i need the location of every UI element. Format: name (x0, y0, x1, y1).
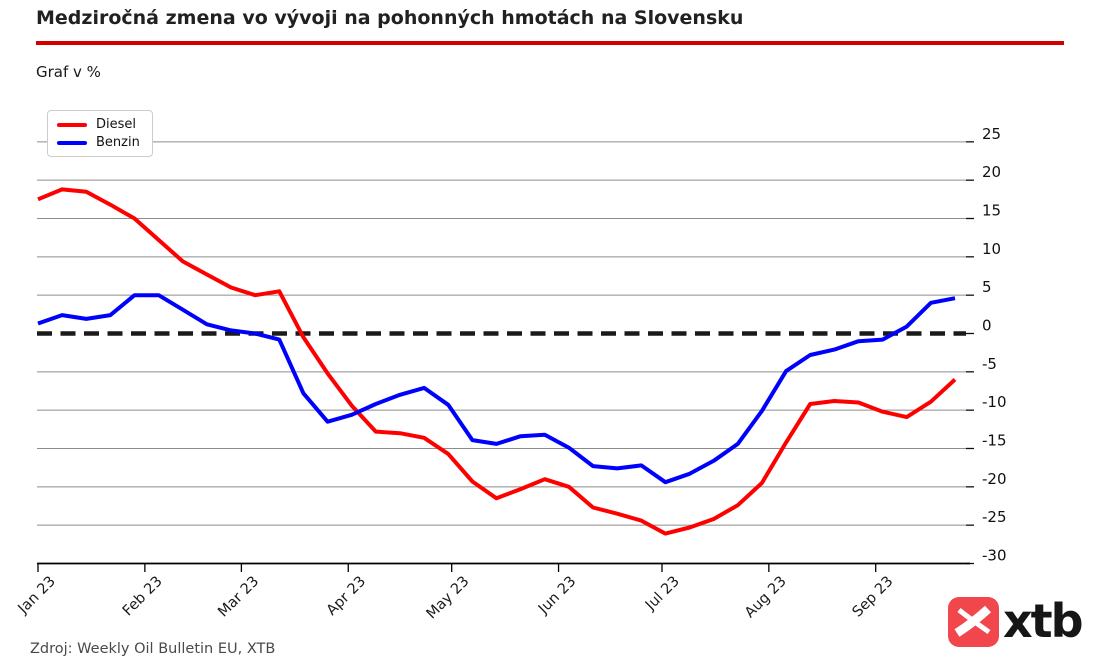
y-tick-label: 25 (982, 125, 1001, 143)
x-tick-label: Feb 23 (120, 574, 166, 620)
x-tick-label: Mar 23 (215, 574, 262, 621)
benzin-line (37, 293, 956, 485)
y-tick-label: -30 (982, 546, 1007, 564)
diesel-line (37, 187, 957, 536)
y-tick-label: 5 (982, 278, 992, 296)
legend-item-benzin: Benzin (57, 136, 140, 149)
legend-label-benzin: Benzin (96, 135, 140, 150)
y-tick-label: -5 (982, 355, 997, 373)
x-tick-label: Apr 23 (324, 574, 369, 619)
chart-subtitle: Graf v % (36, 63, 101, 81)
chart-legend: Diesel Benzin (47, 110, 153, 157)
y-tick-label: 15 (982, 202, 1001, 220)
title-accent-rule (36, 41, 1064, 45)
x-tick-label: Aug 23 (742, 574, 790, 622)
x-tick-label: May 23 (424, 574, 473, 623)
xtb-logo: xtb (948, 597, 1088, 653)
y-tick-label: -10 (982, 393, 1007, 411)
y-tick-label: -15 (982, 431, 1007, 449)
y-tick-label: 0 (982, 317, 992, 335)
y-tick-label: 10 (982, 240, 1001, 258)
legend-label-diesel: Diesel (96, 117, 137, 132)
diesel-line-swatch (57, 122, 87, 127)
xtb-x-icon (948, 597, 999, 647)
x-tick-label: Sep 23 (850, 574, 897, 621)
source-note: Zdroj: Weekly Oil Bulletin EU, XTB (30, 641, 276, 657)
page-title: Medziročná zmena vo vývoji na pohonných … (36, 7, 744, 29)
y-tick-label: 20 (982, 163, 1001, 181)
y-tick-label: -20 (982, 470, 1007, 488)
benzin-line-swatch (57, 140, 87, 145)
x-tick-label: Jun 23 (535, 574, 579, 618)
x-tick-label: Jul 23 (642, 574, 683, 615)
x-tick-label: Jan 23 (15, 574, 59, 618)
xtb-wordmark: xtb (1003, 594, 1084, 648)
legend-item-diesel: Diesel (57, 118, 140, 131)
y-tick-label: -25 (982, 508, 1007, 526)
